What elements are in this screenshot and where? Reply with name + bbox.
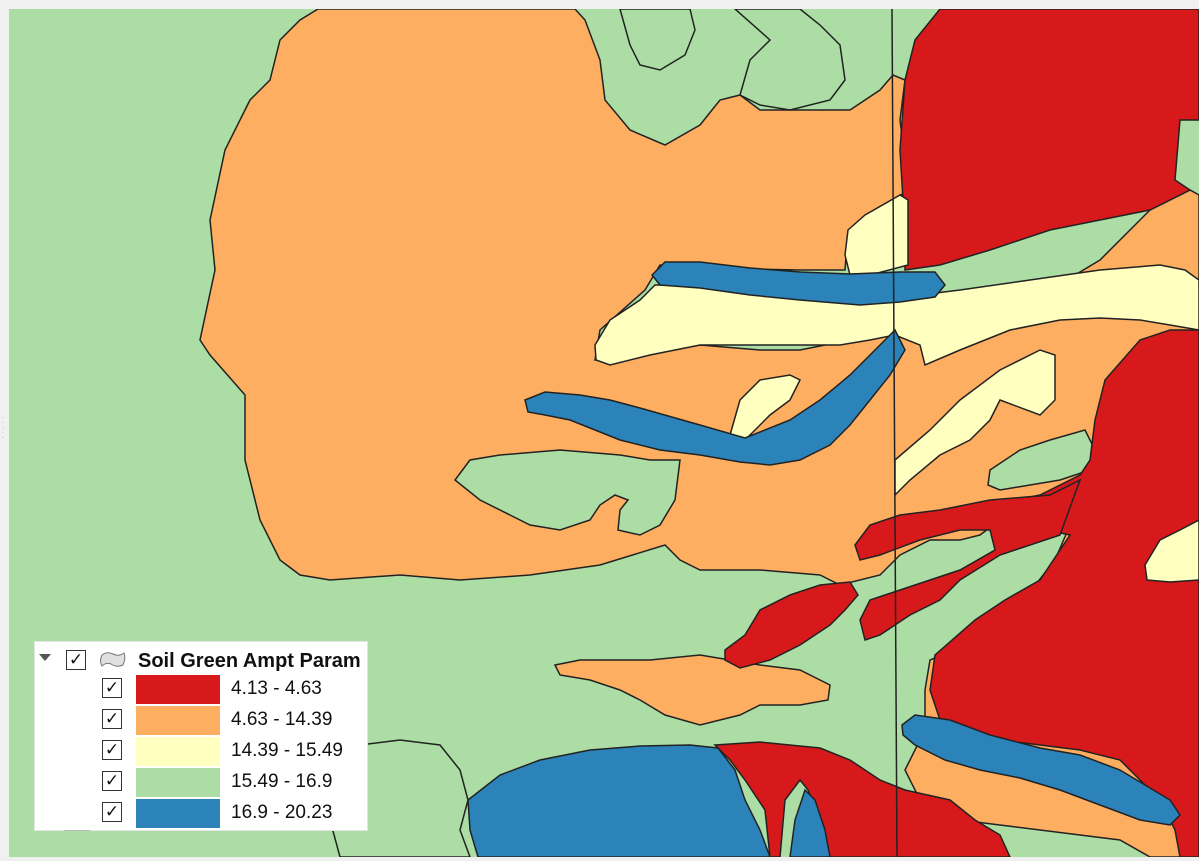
color-swatch [136,675,220,704]
soil-polygon-red-east [899,9,1199,271]
soil-polygon-blue-bottom-mid [789,788,831,857]
soil-polygon-yellow-mid [729,374,802,441]
range-label: 4.13 - 4.63 [231,678,322,699]
layer-legend: ✓ Soil Green Ampt Param ✓ 4.13 - 4.63 ✓ … [34,641,368,831]
soil-polygon-blue-diag [524,328,906,466]
legend-item[interactable]: ✓ 14.39 - 15.49 [35,736,367,767]
range-label: 16.9 - 20.23 [231,802,333,823]
collapse-arrow-icon[interactable] [39,654,51,661]
class-visibility-checkbox[interactable]: ✓ [102,709,122,729]
legend-item[interactable]: ✓ 4.63 - 14.39 [35,705,367,736]
polygon-layer-icon [100,652,126,667]
soil-polygon-blue-east [901,714,1181,826]
color-swatch [136,706,220,735]
divider [64,830,90,831]
legend-layer-header[interactable]: ✓ Soil Green Ampt Param [35,646,367,674]
layer-name[interactable]: Soil Green Ampt Param [138,650,361,672]
legend-item[interactable]: ✓ 15.49 - 16.9 [35,767,367,798]
panel-resize-handle[interactable]: · · · · · [2,415,4,442]
color-swatch [136,737,220,766]
class-visibility-checkbox[interactable]: ✓ [102,802,122,822]
soil-polygon-orange-lower [553,654,831,726]
soil-polygon-green-mid [453,449,681,536]
class-visibility-checkbox[interactable]: ✓ [102,740,122,760]
color-swatch [136,768,220,797]
map-boundary-line [891,9,898,857]
legend-item[interactable]: ✓ 4.13 - 4.63 [35,674,367,705]
soil-polygon-yellow-edge [1144,519,1199,583]
legend-item[interactable]: ✓ 16.9 - 20.23 [35,798,367,829]
soil-polygon-red-small [724,581,859,669]
soil-polygon-blue-north [650,261,946,306]
soil-polygon-yellow-east [894,349,1056,497]
color-swatch [136,799,220,828]
soil-polygon-blue-south [467,744,771,857]
range-label: 14.39 - 15.49 [231,740,343,761]
soil-polygon-red-band [854,478,1082,641]
soil-polygon-yellow-top [844,194,909,276]
range-label: 4.63 - 14.39 [231,709,333,730]
class-visibility-checkbox[interactable]: ✓ [102,678,122,698]
range-label: 15.49 - 16.9 [231,771,333,792]
layer-visibility-checkbox[interactable]: ✓ [66,650,86,670]
soil-polygon-green-top-1 [619,9,696,71]
soil-polygon-red-bottom [713,741,1011,857]
soil-polygon-green-top-2 [733,9,846,111]
class-visibility-checkbox[interactable]: ✓ [102,771,122,791]
